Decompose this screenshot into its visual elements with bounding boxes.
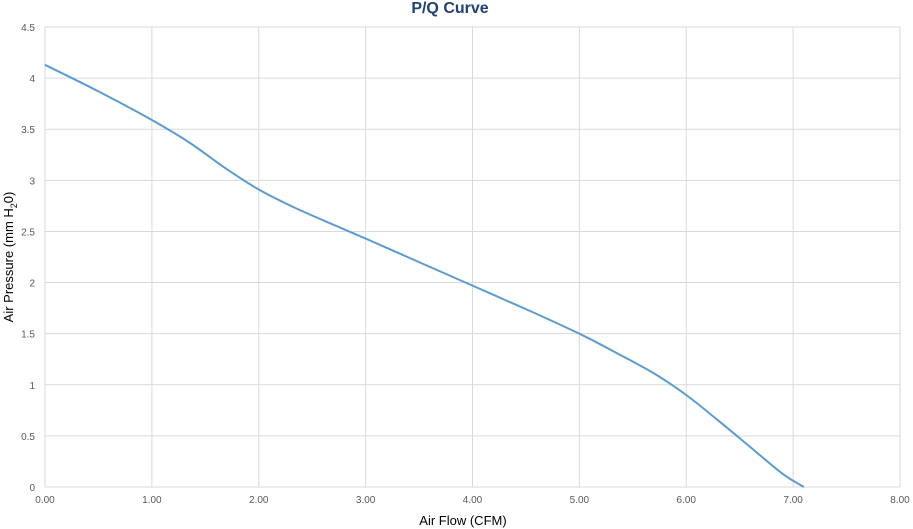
x-tick-label: 8.00 [890, 495, 910, 506]
y-tick-label: 0.5 [21, 432, 35, 443]
y-axis-label-subscript: 2 [9, 203, 19, 208]
y-tick-label: 2.5 [21, 227, 35, 238]
y-tick-label: 3.5 [21, 125, 35, 136]
x-axis-label: Air Flow (CFM) [419, 513, 506, 528]
series-layer [44, 63, 805, 488]
x-tick-label: 3.00 [356, 495, 376, 506]
y-tick-label: 1.5 [21, 330, 35, 341]
x-tick-label: 7.00 [783, 495, 803, 506]
x-tick-label: 0.00 [35, 495, 55, 506]
y-axis-label-part-1: Air Pressure (mm H [1, 208, 16, 322]
chart-title: P/Q Curve [411, 0, 488, 17]
y-tick-label: 3 [29, 176, 35, 187]
x-tick-label: 5.00 [570, 495, 590, 506]
grid-lines [44, 26, 901, 488]
y-tick-label: 1 [29, 381, 35, 392]
y-axis-label-part-2: 0) [1, 192, 16, 204]
y-tick-label: 4 [29, 74, 35, 85]
x-tick-label: 4.00 [463, 495, 483, 506]
pq-curve-line [44, 63, 805, 488]
x-axis-ticks: 0.00 1.00 2.00 3.00 4.00 5.00 6.00 7.00 8.00 [35, 495, 910, 506]
y-tick-label: 0 [29, 483, 35, 494]
y-axis-label: Air Pressure (mm H20) [1, 192, 19, 323]
y-axis-ticks: 0 0.5 1 1.5 2 2.5 3 3.5 4 4.5 [21, 23, 35, 494]
y-tick-label: 4.5 [21, 23, 35, 34]
x-tick-label: 1.00 [142, 495, 162, 506]
x-tick-label: 6.00 [677, 495, 697, 506]
y-tick-label: 2 [29, 279, 35, 290]
x-tick-label: 2.00 [249, 495, 269, 506]
